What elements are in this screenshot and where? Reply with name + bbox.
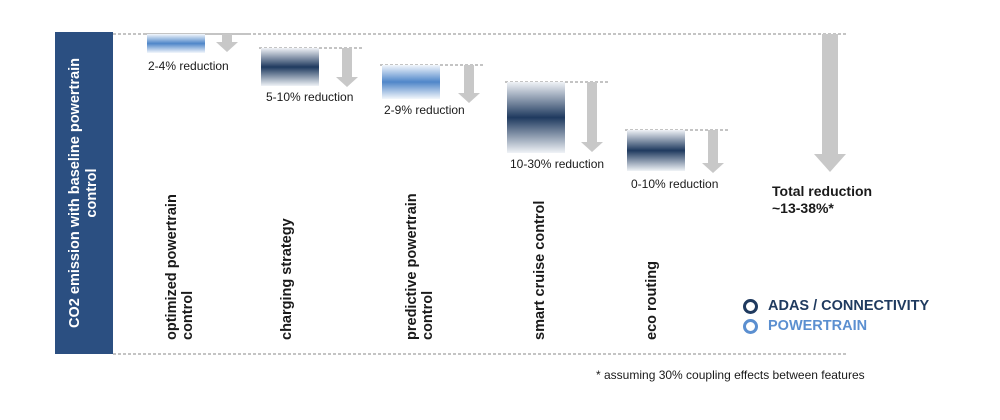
reduction-block-2 xyxy=(382,65,440,99)
legend-item-adas: ADAS / CONNECTIVITY xyxy=(743,296,929,316)
total-reduction-label: Total reduction ~13-38%* xyxy=(772,183,872,217)
total-reduction-title: Total reduction xyxy=(772,183,873,199)
reduction-arrow-2 xyxy=(458,65,480,103)
legend-adas-icon xyxy=(743,298,758,314)
reduction-block-4 xyxy=(627,130,685,171)
feature-label-1: charging strategy xyxy=(279,218,295,340)
legend-powertrain-icon xyxy=(743,318,758,334)
reduction-block-1 xyxy=(261,48,319,86)
feature-label-4: eco routing xyxy=(644,261,660,340)
baseline-bar xyxy=(55,32,113,354)
total-reduction-value: ~13-38%* xyxy=(772,200,834,216)
reduction-block-3 xyxy=(507,82,565,153)
feature-label-3: smart cruise control xyxy=(532,200,548,340)
legend-item-powertrain: POWERTRAIN xyxy=(743,316,929,336)
feature-label-2: predictive powertrain control xyxy=(404,193,436,340)
legend: ADAS / CONNECTIVITY POWERTRAIN xyxy=(743,296,929,336)
reduction-block-0 xyxy=(147,34,205,53)
reduction-arrow-4 xyxy=(702,130,724,173)
total-reduction-arrow xyxy=(814,34,846,172)
feature-label-0: optimized powertrain control xyxy=(164,194,196,340)
reduction-label-0: 2-4% reduction xyxy=(148,59,229,73)
legend-powertrain-label: POWERTRAIN xyxy=(768,318,868,334)
footnote: * assuming 30% coupling effects between … xyxy=(596,368,865,382)
legend-adas-label: ADAS / CONNECTIVITY xyxy=(768,298,930,314)
reduction-label-4: 0-10% reduction xyxy=(631,177,718,191)
reduction-arrow-3 xyxy=(581,82,603,152)
reduction-label-2: 2-9% reduction xyxy=(384,103,465,117)
reduction-label-1: 5-10% reduction xyxy=(266,90,353,104)
reduction-arrow-1 xyxy=(336,48,358,87)
reduction-label-3: 10-30% reduction xyxy=(510,157,604,171)
reduction-arrow-0 xyxy=(216,34,238,52)
